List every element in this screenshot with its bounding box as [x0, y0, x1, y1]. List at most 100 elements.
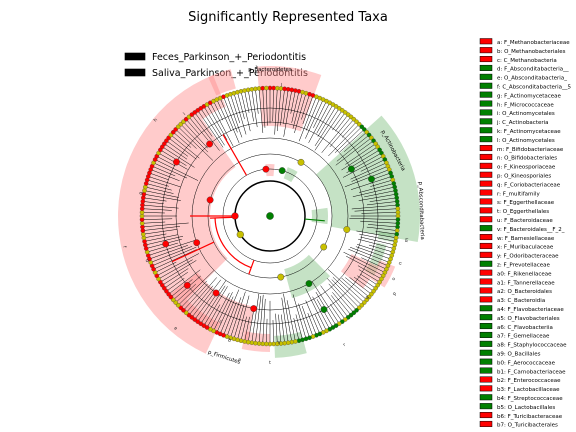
tree-branch-215 [251, 89, 258, 128]
inner-node-8 [320, 306, 328, 313]
tree-branch-107 [278, 314, 282, 344]
taxa-key-label-b6: b6: F_Turicibacteraceae [497, 414, 563, 420]
tree-branch-113 [258, 294, 264, 344]
tree-branch-119 [237, 295, 250, 340]
tree-branch-74 [358, 269, 380, 283]
clade-highlight-band-3 [151, 119, 236, 300]
inner-node-13 [262, 165, 270, 173]
tree-branch-47 [352, 186, 395, 197]
tree-branch-189 [170, 134, 200, 159]
tree-branch-125 [216, 296, 234, 333]
tree-branch-179 [151, 165, 176, 177]
tree-branch-208 [226, 95, 243, 138]
tree-branch-199 [197, 110, 224, 148]
taxa-key-swatch-w [479, 234, 493, 241]
tree-branch-109 [272, 320, 274, 344]
tree-branch-23 [335, 114, 349, 132]
tree-branch-60 [375, 230, 397, 235]
tree-branch-175 [147, 179, 169, 187]
tree-branch-76 [357, 275, 376, 289]
tree-branch-127 [210, 292, 230, 330]
clade-key-label-3: d [144, 258, 151, 263]
tree-branch-155 [147, 242, 178, 253]
tree-branch-33 [356, 140, 374, 153]
taxa-key-label-b3: b3: F_Lactobacillaceae [497, 387, 560, 393]
leaf-node-219 [264, 85, 269, 91]
taxa-key-swatch-y [479, 251, 493, 258]
taxa-key-swatch-f [479, 82, 493, 89]
inner-node-15 [343, 226, 351, 233]
tree-branch-146 [160, 260, 197, 283]
tree-branch-41 [351, 165, 389, 182]
clade-key-label-16: q [365, 295, 371, 301]
taxa-key-label-i: i: O_Actinomycetales [497, 111, 555, 117]
tree-branch-45 [370, 179, 393, 187]
tree-branch-103 [286, 300, 296, 342]
tree-branch-187 [166, 140, 189, 157]
tree-branch-70 [361, 257, 387, 270]
tree-branch-100 [292, 294, 307, 339]
taxa-key-label-k: k: F_Actinomycetaceae [497, 129, 561, 135]
tree-branch-183 [158, 152, 188, 170]
taxa-key-label-u: u: F_Bacteroidaceae [497, 218, 553, 224]
taxa-key-label-b4: b4: F_Streptococcaceae [497, 396, 563, 402]
taxa-key-swatch-u [479, 216, 493, 223]
tree-branch-128 [206, 304, 221, 328]
clade-key-label-9: j [216, 71, 220, 77]
tree-branch-211 [237, 92, 245, 120]
tree-branch-148 [156, 253, 200, 276]
taxa-key-label-l: l: O_Actinomycetales [497, 138, 555, 144]
tree-branch-145 [162, 268, 189, 286]
taxa-key-label-w: w: F_Barnesiellaceae [497, 236, 555, 242]
taxa-key-label-n: n: O_Bifidobacteriales [497, 156, 557, 162]
tree-branch-9 [292, 92, 303, 129]
tree-branch-167 [142, 208, 172, 211]
tree-branch-141 [170, 279, 193, 298]
taxa-key-label-a8: a8: F_Staphylococcaceae [497, 343, 567, 349]
tree-branch-6 [283, 89, 293, 137]
tree-branch-105 [281, 297, 289, 343]
tree-branch-154 [148, 240, 196, 256]
emphasis-arc-0 [214, 217, 252, 269]
tree-branch-3 [277, 88, 282, 132]
clade-label-2: p_Absconditabacteria [417, 182, 425, 240]
tree-branch-162 [142, 222, 189, 228]
tree-branch-180 [153, 162, 188, 179]
tree-branch-219 [266, 88, 268, 126]
clade-key-label-1: b [227, 337, 232, 344]
tree-branch-115 [251, 293, 260, 343]
tree-branch-133 [191, 279, 221, 318]
root-node [266, 212, 274, 220]
taxa-key-label-v: v: F_Bacteroidales__F_2_ [497, 227, 565, 233]
tree-branch-130 [200, 285, 226, 324]
tree-branch-159 [143, 233, 167, 239]
taxa-key-label-j: j: C_Actinobacteria [496, 120, 549, 126]
taxa-key-label-m: m: F_Bifidobacteriaceae [497, 147, 564, 153]
tree-branch-54 [361, 212, 398, 214]
taxa-key-swatch-q [479, 180, 493, 187]
tree-branch-172 [144, 190, 179, 198]
taxa-key-label-z: z: F_Prevotellaceae [497, 263, 551, 269]
taxa-key-swatch-a3 [479, 296, 493, 303]
taxa-key-swatch-k [479, 127, 493, 134]
tree-branch-191 [175, 129, 197, 149]
tree-branch-69 [348, 248, 389, 267]
clade-key-label-0: a [237, 358, 241, 364]
tree-branch-7 [290, 90, 296, 114]
tree-branch-18 [316, 104, 334, 134]
clade-highlight-band-7 [365, 242, 387, 276]
tree-branch-188 [168, 137, 197, 160]
tree-branch-82 [332, 276, 362, 306]
tree-branch-104 [283, 293, 293, 343]
tree-branch-63 [360, 236, 395, 246]
taxa-key-swatch-z [479, 260, 493, 267]
tree-branch-48 [364, 190, 396, 198]
taxa-key-swatch-t [479, 207, 493, 214]
tree-branch-67 [355, 246, 391, 260]
tree-branch-117 [244, 316, 250, 342]
tree-branch-134 [188, 285, 214, 316]
tree-branch-85 [328, 283, 355, 313]
tree-branch-83 [331, 279, 360, 308]
taxa-key-swatch-a7 [479, 331, 493, 338]
taxa-key-label-c: c: C_Methanobacteria [497, 58, 557, 64]
